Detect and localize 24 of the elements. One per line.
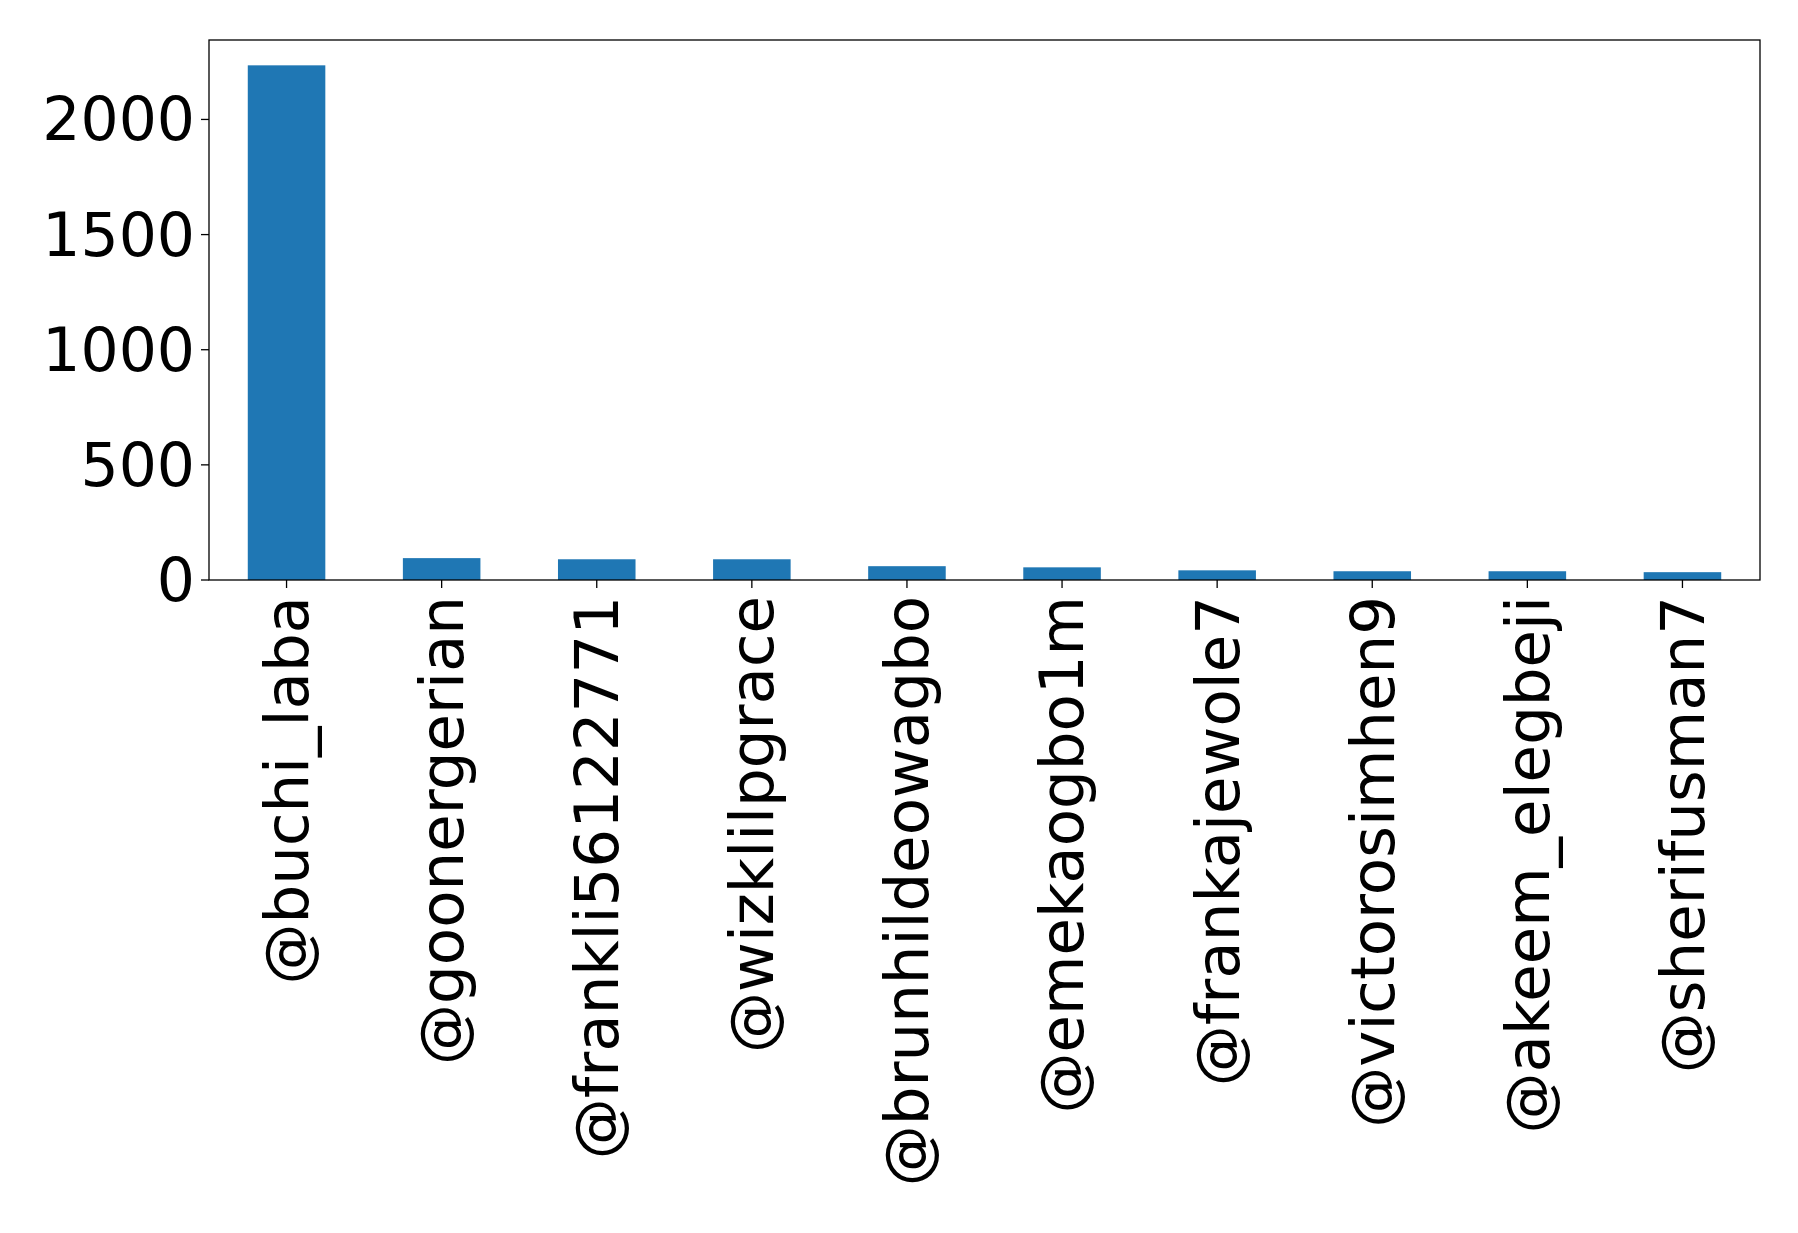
- x-tick-label: @frankajewole7: [1181, 596, 1253, 1087]
- x-tick-label: @sherifusman7: [1646, 596, 1718, 1074]
- bar: [557, 559, 636, 580]
- x-tick-label: @victorosimhen9: [1336, 596, 1408, 1128]
- bar: [1178, 570, 1256, 580]
- bar: [1333, 571, 1412, 580]
- y-tick-label: 1500: [42, 199, 195, 270]
- bar: [247, 65, 326, 580]
- y-tick-label: 500: [80, 429, 195, 500]
- x-tick-label: @akeem_elegbeji: [1491, 596, 1563, 1134]
- x-tick-label: @buchi_laba: [250, 596, 322, 985]
- x-tick-label: @emekaogbo1m: [1026, 596, 1098, 1114]
- x-tick-label: @wizklilpgrace: [716, 596, 788, 1053]
- bar: [868, 566, 946, 580]
- bar: [1023, 567, 1101, 580]
- x-tick-label: @goonergerian: [406, 596, 477, 1065]
- bar: [402, 558, 481, 580]
- y-tick-label: 1000: [42, 314, 195, 385]
- y-tick-label: 0: [156, 545, 195, 615]
- bar: [1488, 571, 1567, 580]
- x-tick-label: @frankli56122771: [561, 596, 633, 1160]
- y-tick-label: 2000: [42, 84, 195, 155]
- x-tick-label: @brunhildeowagbo: [871, 596, 943, 1187]
- bar: [713, 559, 791, 580]
